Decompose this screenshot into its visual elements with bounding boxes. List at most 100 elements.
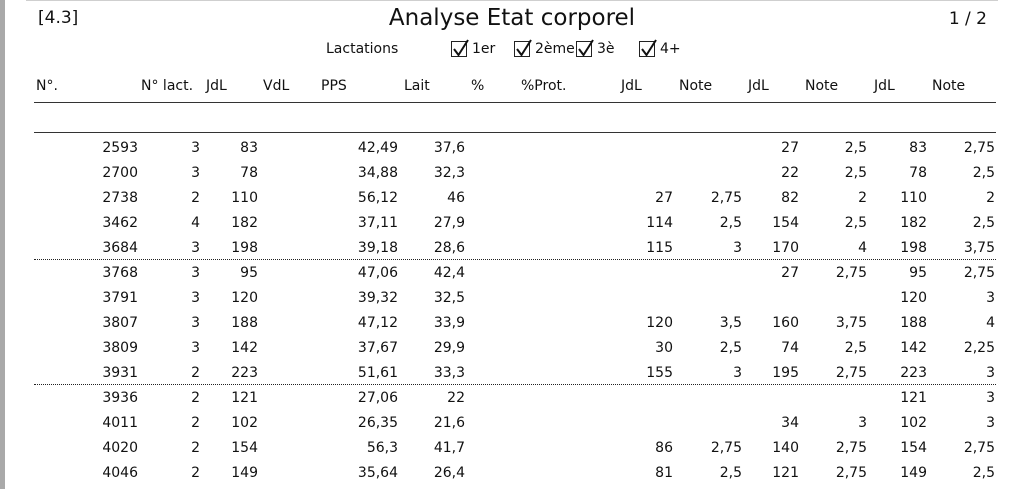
cell-jdl-1: 114 xyxy=(646,215,673,231)
cell-pps: 37,67 xyxy=(357,340,398,356)
cell-number: 3807 xyxy=(102,315,138,331)
table-top-rule xyxy=(34,132,996,133)
cell-jdl: 198 xyxy=(231,240,258,256)
cell-jdl-3: 154 xyxy=(900,440,927,456)
cell-note-3: 2,75 xyxy=(963,265,995,281)
cell-note-2: 2,75 xyxy=(835,265,867,281)
cell-note-2: 2 xyxy=(858,190,867,206)
cell-note-1: 2,75 xyxy=(710,440,742,456)
checkbox-lact-3[interactable] xyxy=(576,39,594,57)
cell-note-1: 2,5 xyxy=(719,215,742,231)
cell-lactation: 2 xyxy=(191,365,200,381)
cell-pps: 47,06 xyxy=(357,265,398,281)
cell-number: 3768 xyxy=(102,265,138,281)
cell-milk: 26,4 xyxy=(433,465,465,481)
cell-note-1: 2,75 xyxy=(710,190,742,206)
cell-note-3: 2 xyxy=(986,190,995,206)
cell-note-2: 2,75 xyxy=(835,365,867,381)
cell-number: 2700 xyxy=(102,165,138,181)
col-header-vdl: VdL xyxy=(263,78,290,94)
col-header-milk: Lait xyxy=(404,78,430,94)
cell-jdl-2: 82 xyxy=(781,190,799,206)
cell-number: 3936 xyxy=(102,390,138,406)
cell-jdl-2: 121 xyxy=(772,465,799,481)
checkbox-label-lact-3: 3è xyxy=(597,41,615,57)
col-header-jdl-3: JdL xyxy=(874,78,895,94)
col-header-jdl-1: JdL xyxy=(621,78,642,94)
cell-lactation: 2 xyxy=(191,465,200,481)
cell-jdl-2: 34 xyxy=(781,415,799,431)
cell-lactation: 2 xyxy=(191,390,200,406)
cell-jdl-3: 95 xyxy=(909,265,927,281)
cell-jdl-3: 121 xyxy=(900,390,927,406)
cell-note-1: 3 xyxy=(733,365,742,381)
cell-jdl-3: 78 xyxy=(909,165,927,181)
cell-note-2: 2,5 xyxy=(844,165,867,181)
cell-jdl: 102 xyxy=(231,415,258,431)
cell-jdl: 83 xyxy=(240,140,258,156)
cell-lactation: 2 xyxy=(191,415,200,431)
cell-milk: 27,9 xyxy=(433,215,465,231)
cell-pps: 51,61 xyxy=(357,365,398,381)
cell-pps: 37,11 xyxy=(357,215,398,231)
col-header-jdl: JdL xyxy=(206,78,227,94)
cell-jdl-2: 27 xyxy=(781,140,799,156)
cell-pps: 39,32 xyxy=(357,290,398,306)
checkbox-label-lact-1: 1er xyxy=(472,41,496,57)
cell-note-3: 2,25 xyxy=(963,340,995,356)
cell-number: 2738 xyxy=(102,190,138,206)
cell-jdl-2: 74 xyxy=(781,340,799,356)
cell-lactation: 4 xyxy=(191,215,200,231)
cell-note-3: 3,75 xyxy=(963,240,995,256)
checkbox-lact-1[interactable] xyxy=(451,39,469,57)
cell-note-2: 2,75 xyxy=(835,465,867,481)
cell-jdl-3: 198 xyxy=(900,240,927,256)
page-top-border xyxy=(26,0,998,1)
cell-note-2: 3 xyxy=(858,415,867,431)
report-reference: [4.3] xyxy=(38,8,79,28)
cell-note-2: 2,5 xyxy=(844,340,867,356)
cell-number: 3931 xyxy=(102,365,138,381)
cell-jdl-2: 140 xyxy=(772,440,799,456)
col-header-jdl-2: JdL xyxy=(748,78,769,94)
cell-jdl: 188 xyxy=(231,315,258,331)
cell-milk: 41,7 xyxy=(433,440,465,456)
cell-note-3: 3 xyxy=(986,390,995,406)
cell-lactation: 3 xyxy=(191,165,200,181)
cell-milk: 37,6 xyxy=(433,140,465,156)
checkmark-icon xyxy=(641,39,657,57)
cell-milk: 29,9 xyxy=(433,340,465,356)
cell-jdl: 182 xyxy=(231,215,258,231)
cell-number: 2593 xyxy=(102,140,138,156)
lactations-label: Lactations xyxy=(326,41,399,57)
cell-note-1: 3,5 xyxy=(719,315,742,331)
cell-jdl: 149 xyxy=(231,465,258,481)
cell-lactation: 3 xyxy=(191,315,200,331)
cell-milk: 42,4 xyxy=(433,265,465,281)
checkbox-label-lact-4: 4+ xyxy=(660,41,681,57)
cell-pps: 39,18 xyxy=(357,240,398,256)
checkbox-lact-2[interactable] xyxy=(514,39,532,57)
checkmark-icon xyxy=(453,39,469,57)
cell-note-3: 3 xyxy=(986,415,995,431)
cell-pps: 26,35 xyxy=(357,415,398,431)
cell-number: 3791 xyxy=(102,290,138,306)
col-header-note-3: Note xyxy=(932,78,966,94)
cell-pps: 34,88 xyxy=(357,165,398,181)
cell-jdl-3: 142 xyxy=(900,340,927,356)
cell-note-2: 2,75 xyxy=(835,440,867,456)
checkmark-icon xyxy=(516,39,532,57)
cell-pps: 56,12 xyxy=(357,190,398,206)
cell-lactation: 3 xyxy=(191,340,200,356)
cell-jdl: 78 xyxy=(240,165,258,181)
checkbox-lact-4[interactable] xyxy=(639,39,657,57)
cell-jdl-2: 170 xyxy=(772,240,799,256)
cell-jdl-3: 110 xyxy=(900,190,927,206)
col-header-note-1: Note xyxy=(679,78,713,94)
cell-note-3: 3 xyxy=(986,290,995,306)
cell-milk: 21,6 xyxy=(433,415,465,431)
cell-pps: 35,64 xyxy=(357,465,398,481)
cell-number: 3462 xyxy=(102,215,138,231)
cell-number: 4011 xyxy=(102,415,138,431)
cell-milk: 32,5 xyxy=(433,290,465,306)
